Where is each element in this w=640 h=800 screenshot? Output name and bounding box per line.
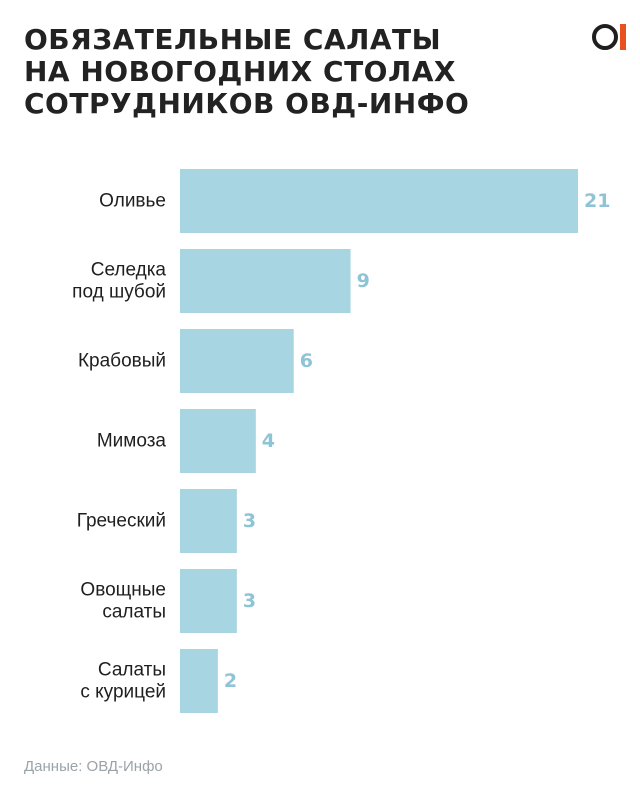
category-label-line: Крабовый	[78, 351, 166, 372]
bar-0	[180, 169, 578, 233]
category-label-0: Оливье	[99, 191, 166, 212]
category-label-1: Селедка под шубой	[72, 260, 166, 303]
category-label-3: Мимоза	[97, 431, 167, 452]
category-label-line: Греческий	[77, 511, 166, 532]
value-label-2: 6	[300, 350, 313, 372]
category-label-line: Овощные	[80, 580, 166, 601]
value-label-3: 4	[262, 430, 275, 452]
chart-title-line-2: НА НОВОГОДНИХ СТОЛАХ	[24, 55, 456, 88]
category-label-2: Крабовый	[78, 351, 166, 372]
category-label-line: Салаты	[98, 660, 166, 681]
bar-chart: 21 Оливье 9 Селедка под шубой 6 Крабовый 4 Мимоз…	[72, 169, 610, 713]
category-label-line: под шубой	[72, 282, 166, 303]
ovd-info-logo-icon	[592, 24, 632, 52]
category-label-line: Оливье	[99, 191, 166, 212]
category-label-line: Мимоза	[97, 431, 167, 452]
logo-bar	[620, 24, 626, 50]
category-label-line: салаты	[102, 602, 166, 623]
value-label-4: 3	[243, 510, 256, 532]
value-label-1: 9	[357, 270, 370, 292]
value-label-6: 2	[224, 670, 237, 692]
bar-2	[180, 329, 294, 393]
chart-title: ОБЯЗАТЕЛЬНЫЕ САЛАТЫ НА НОВОГОДНИХ СТОЛАХ…	[24, 24, 469, 120]
category-label-6: Салаты с курицей	[80, 660, 166, 703]
value-label-5: 3	[243, 590, 256, 612]
chart-title-line-3: СОТРУДНИКОВ ОВД-ИНФО	[24, 87, 470, 120]
bar-4	[180, 489, 237, 553]
category-label-line: Селедка	[91, 260, 167, 281]
category-label-5: Овощные салаты	[80, 580, 166, 623]
category-label-4: Греческий	[77, 511, 166, 532]
value-label-0: 21	[584, 190, 610, 212]
data-source: Данные: ОВД-Инфо	[24, 758, 163, 775]
logo-ring	[592, 24, 618, 50]
bar-6	[180, 649, 218, 713]
bar-1	[180, 249, 351, 313]
chart-title-line-1: ОБЯЗАТЕЛЬНЫЕ САЛАТЫ	[24, 23, 442, 56]
bar-5	[180, 569, 237, 633]
category-label-line: с курицей	[80, 682, 166, 703]
bar-3	[180, 409, 256, 473]
